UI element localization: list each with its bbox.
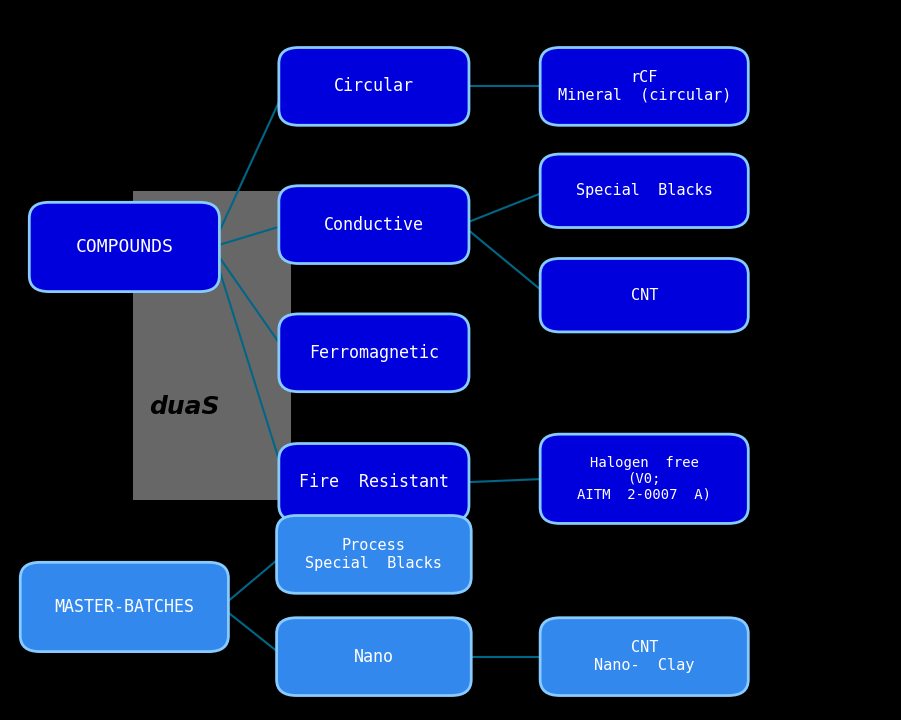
FancyBboxPatch shape xyxy=(279,48,469,125)
Text: Circular: Circular xyxy=(334,77,414,95)
FancyBboxPatch shape xyxy=(279,444,469,521)
FancyBboxPatch shape xyxy=(540,48,748,125)
Text: duaS: duaS xyxy=(149,395,219,419)
FancyBboxPatch shape xyxy=(540,434,748,523)
Text: Conductive: Conductive xyxy=(324,216,423,233)
Text: COMPOUNDS: COMPOUNDS xyxy=(76,238,173,256)
FancyBboxPatch shape xyxy=(277,618,471,696)
FancyBboxPatch shape xyxy=(21,562,229,652)
Text: CNT: CNT xyxy=(631,288,658,302)
FancyBboxPatch shape xyxy=(279,314,469,392)
Text: Ferromagnetic: Ferromagnetic xyxy=(309,344,439,361)
Text: Fire  Resistant: Fire Resistant xyxy=(299,474,449,491)
FancyBboxPatch shape xyxy=(277,516,471,593)
Text: Special  Blacks: Special Blacks xyxy=(576,184,713,198)
Text: rCF
Mineral  (circular): rCF Mineral (circular) xyxy=(558,70,731,102)
FancyBboxPatch shape xyxy=(133,191,291,500)
Text: Halogen  free
(V0;
AITM  2-0007  A): Halogen free (V0; AITM 2-0007 A) xyxy=(578,456,711,502)
FancyBboxPatch shape xyxy=(540,154,748,228)
Text: Process
Special  Blacks: Process Special Blacks xyxy=(305,539,442,570)
Text: Nano: Nano xyxy=(354,648,394,665)
Text: CNT
Nano-  Clay: CNT Nano- Clay xyxy=(594,641,695,672)
FancyBboxPatch shape xyxy=(540,618,748,696)
FancyBboxPatch shape xyxy=(540,258,748,332)
FancyBboxPatch shape xyxy=(279,186,469,264)
Text: MASTER-BATCHES: MASTER-BATCHES xyxy=(54,598,195,616)
FancyBboxPatch shape xyxy=(30,202,220,292)
